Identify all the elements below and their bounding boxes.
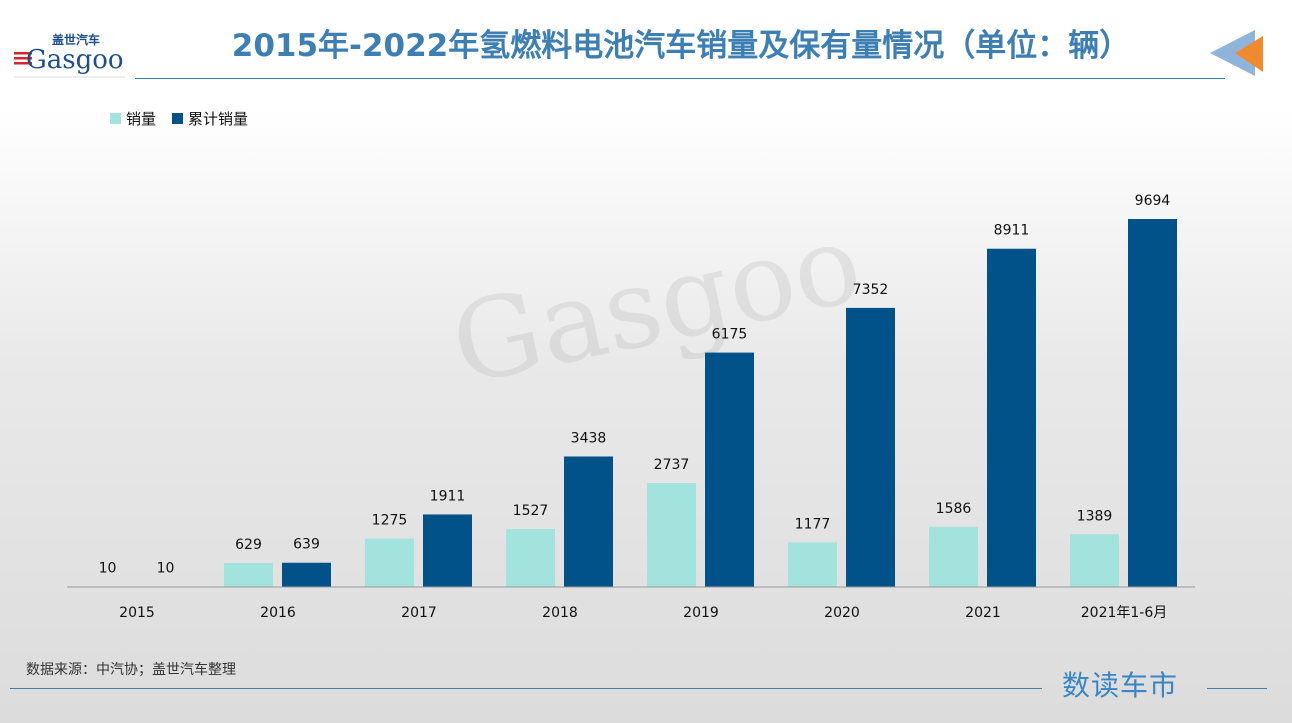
data-label: 629 <box>235 537 262 553</box>
x-tick-label: 2019 <box>683 605 719 621</box>
data-label: 639 <box>293 537 320 553</box>
x-tick-label: 2021年1-6月 <box>1081 605 1168 621</box>
legend: 销量 累计销量 <box>110 108 248 129</box>
legend-item-cumulative: 累计销量 <box>172 108 248 129</box>
page-title: 2015年-2022年氢燃料电池汽车销量及保有量情况（单位：辆） <box>231 28 1131 64</box>
x-tick-label: 2020 <box>824 605 860 621</box>
source-note: 数据来源：中汽协；盖世汽车整理 <box>26 662 236 678</box>
data-label: 10 <box>99 561 117 577</box>
bar-cumulative <box>705 352 754 587</box>
x-tick-label: 2021 <box>965 605 1001 621</box>
bar-cumulative <box>987 248 1036 588</box>
bar-sales <box>788 542 837 587</box>
data-label: 2737 <box>654 457 690 473</box>
data-label: 9694 <box>1135 193 1171 209</box>
data-label: 8911 <box>994 223 1030 239</box>
bar-cumulative <box>846 307 895 587</box>
bar-cumulative <box>423 514 472 587</box>
footer-divider <box>10 688 1042 689</box>
data-label: 7352 <box>853 282 889 298</box>
bar-sales <box>506 529 555 587</box>
data-label: 1177 <box>795 516 831 532</box>
svg-text:Gasgoo: Gasgoo <box>26 45 124 75</box>
x-tick-label: 2018 <box>542 605 578 621</box>
svg-text:盖世汽车: 盖世汽车 <box>52 32 100 47</box>
x-tick-label: 2017 <box>401 605 437 621</box>
x-tick-label: 2015 <box>119 605 155 621</box>
bar-sales <box>929 526 978 587</box>
legend-label: 累计销量 <box>188 110 249 128</box>
bar-sales <box>224 563 273 587</box>
bar-cumulative <box>1128 219 1177 587</box>
legend-item-sales: 销量 <box>110 108 156 129</box>
data-label: 1911 <box>430 488 466 504</box>
data-label: 1527 <box>513 503 549 519</box>
legend-swatch <box>110 113 121 124</box>
gasgoo-logo: 盖世汽车 Gasgoo <box>14 32 125 78</box>
legend-label: 销量 <box>126 110 157 128</box>
bar-sales <box>1070 534 1119 587</box>
data-label: 1389 <box>1077 508 1113 524</box>
data-label: 6175 <box>712 327 748 343</box>
bar-sales <box>647 483 696 587</box>
data-label: 1586 <box>936 501 972 517</box>
legend-swatch <box>172 113 184 124</box>
title-divider <box>135 78 1225 79</box>
footer-divider <box>1207 688 1267 689</box>
x-tick-label: 2016 <box>260 605 296 621</box>
data-label: 10 <box>157 561 175 577</box>
brand-logo: 数读车市 <box>1062 669 1179 702</box>
data-label: 3438 <box>571 430 607 446</box>
arrow-icon <box>1210 30 1263 76</box>
data-label: 1275 <box>372 513 408 529</box>
bar-sales <box>365 538 414 587</box>
bar-cumulative <box>282 562 331 587</box>
bar-cumulative <box>564 456 613 587</box>
